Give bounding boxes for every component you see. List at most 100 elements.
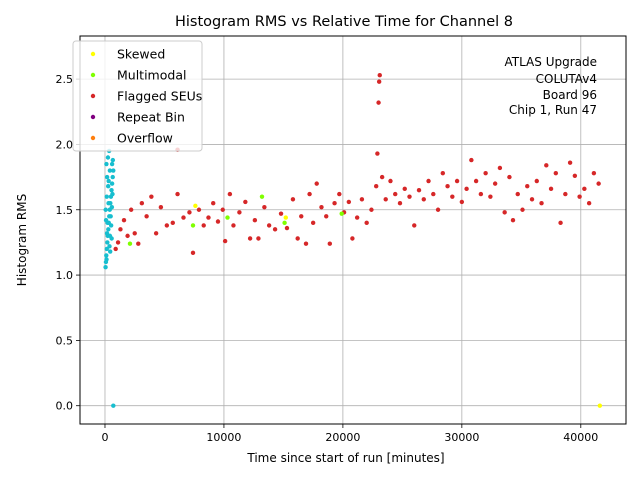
point-flagged-seus <box>252 218 258 223</box>
point-flagged-seus <box>211 201 216 206</box>
point-flagged-seus <box>567 160 573 165</box>
point-flagged-seus <box>544 163 549 168</box>
annotation-line-2: COLUTAv4 <box>536 72 597 86</box>
point-flagged-seus <box>377 72 382 78</box>
grid-lines <box>80 36 626 424</box>
point-flagged-seus <box>153 231 159 236</box>
point-normal <box>105 155 111 160</box>
point-flagged-seus <box>284 225 290 231</box>
point-flagged-seus <box>247 236 253 241</box>
point-flagged-seus <box>262 204 267 210</box>
point-normal <box>104 253 109 258</box>
point-flagged-seus <box>558 220 563 226</box>
x-tick-label: 20000 <box>325 431 360 444</box>
chart-title: Histogram RMS vs Relative Time for Chann… <box>175 14 513 30</box>
annotation-line-1: ATLAS Upgrade <box>504 55 597 69</box>
point-normal <box>104 257 109 262</box>
point-flagged-seus <box>278 211 284 216</box>
point-flagged-seus <box>132 231 137 236</box>
x-axis-label: Time since start of run [minutes] <box>246 451 444 465</box>
point-flagged-seus <box>206 215 211 220</box>
run-annotation: ATLAS Upgrade COLUTAv4 Board 96 Chip 1, … <box>504 55 597 117</box>
point-flagged-seus <box>582 186 587 192</box>
point-normal <box>106 201 111 206</box>
point-skewed <box>193 203 198 209</box>
y-tick-label: 1.0 <box>56 269 74 282</box>
point-flagged-seus <box>435 207 441 212</box>
point-flagged-seus <box>113 246 118 252</box>
point-flagged-seus <box>136 241 141 246</box>
point-flagged-seus <box>596 181 601 186</box>
point-normal <box>111 168 116 173</box>
point-flagged-seus <box>379 174 385 180</box>
point-flagged-seus <box>118 227 123 232</box>
point-flagged-seus <box>591 170 597 176</box>
point-flagged-seus <box>196 207 202 212</box>
point-flagged-seus <box>201 223 206 228</box>
point-flagged-seus <box>412 223 417 228</box>
point-flagged-seus <box>190 250 196 256</box>
point-flagged-seus <box>181 215 186 220</box>
point-multimodal <box>259 194 265 199</box>
point-flagged-seus <box>222 238 228 244</box>
point-flagged-seus <box>488 194 493 199</box>
point-skewed <box>283 215 288 220</box>
legend-marker-repeat-bin <box>90 114 96 120</box>
point-flagged-seus <box>375 151 380 156</box>
point-flagged-seus <box>376 100 381 105</box>
x-tick-label: 10000 <box>206 431 241 444</box>
point-flagged-seus <box>577 194 582 199</box>
point-multimodal <box>225 215 230 220</box>
point-flagged-seus <box>478 191 484 197</box>
point-flagged-seus <box>319 204 324 210</box>
point-flagged-seus <box>383 197 388 202</box>
y-axis-label: Histogram RMS <box>15 194 29 286</box>
point-flagged-seus <box>272 227 278 232</box>
point-flagged-seus <box>121 218 127 223</box>
point-flagged-seus <box>469 157 474 163</box>
plot-frame <box>79 35 627 425</box>
point-normal <box>108 249 113 254</box>
point-flagged-seus <box>529 197 535 202</box>
point-flagged-seus <box>220 207 225 212</box>
point-flagged-seus <box>454 178 460 184</box>
point-multimodal <box>127 241 133 246</box>
point-flagged-seus <box>158 204 164 210</box>
point-normal <box>108 223 114 228</box>
point-flagged-seus <box>520 207 525 212</box>
point-normal <box>110 174 115 180</box>
point-flagged-seus <box>440 170 446 176</box>
point-flagged-seus <box>369 207 374 212</box>
point-multimodal <box>190 223 196 228</box>
legend-label-multimodal: Multimodal <box>117 68 186 83</box>
point-normal <box>110 157 116 163</box>
point-flagged-seus <box>445 184 450 189</box>
point-flagged-seus <box>324 214 329 219</box>
point-flagged-seus <box>332 201 337 206</box>
legend-label-skewed: Skewed <box>117 47 165 62</box>
point-flagged-seus <box>464 186 469 192</box>
point-flagged-seus <box>539 201 544 206</box>
point-flagged-seus <box>227 191 233 197</box>
point-flagged-seus <box>402 186 407 192</box>
point-flagged-seus <box>515 191 520 197</box>
point-flagged-seus <box>346 199 352 205</box>
point-flagged-seus <box>175 191 180 197</box>
point-flagged-seus <box>421 197 426 202</box>
point-flagged-seus <box>237 210 242 215</box>
point-normal <box>109 236 114 241</box>
point-flagged-seus <box>295 236 300 241</box>
point-flagged-seus <box>497 165 503 171</box>
point-normal <box>104 161 109 167</box>
point-normal <box>108 214 113 219</box>
x-tick-label: 40000 <box>563 431 598 444</box>
point-normal <box>109 187 114 193</box>
point-skewed <box>597 403 603 408</box>
point-flagged-seus <box>502 210 507 215</box>
data-points <box>103 72 603 408</box>
point-flagged-seus <box>586 201 592 206</box>
legend-marker-multimodal <box>90 72 96 78</box>
point-flagged-seus <box>563 191 568 197</box>
y-tick-label: 2.5 <box>56 73 74 86</box>
